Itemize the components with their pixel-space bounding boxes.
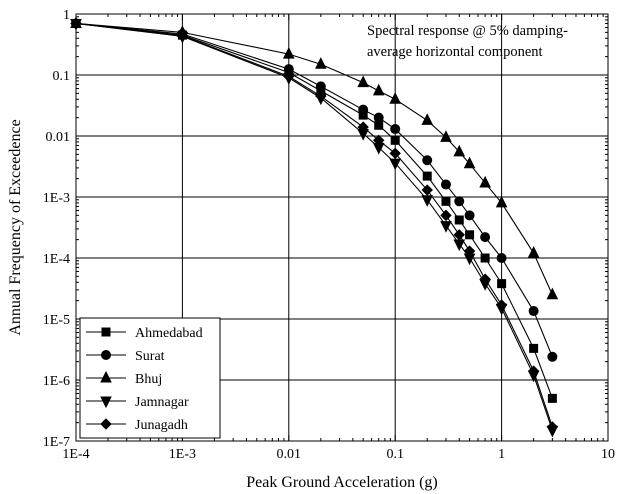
data-point-bhuj bbox=[463, 156, 476, 169]
data-point-junagadh bbox=[479, 273, 491, 285]
legend-marker-surat bbox=[101, 350, 111, 360]
data-point-ahmedabad bbox=[480, 253, 490, 263]
data-point-ahmedabad bbox=[454, 215, 464, 225]
x-tick-label: 0.1 bbox=[386, 447, 404, 462]
legend-label-bhuj: Bhuj bbox=[135, 372, 162, 387]
x-tick-label: 10 bbox=[601, 447, 615, 462]
data-point-jamnagar bbox=[440, 221, 452, 233]
legend-item-surat: Surat bbox=[86, 349, 165, 364]
data-point-bhuj bbox=[421, 113, 434, 125]
y-tick-label: 1E-4 bbox=[43, 252, 70, 267]
legend-label-junagadh: Junagadh bbox=[135, 418, 188, 433]
annotation: Spectral response @ 5% damping- average … bbox=[367, 23, 568, 60]
series-group bbox=[70, 16, 559, 438]
plot-frame bbox=[75, 13, 609, 442]
data-point-bhuj bbox=[546, 287, 559, 300]
y-tick-label: 1 bbox=[63, 8, 70, 23]
data-point-junagadh bbox=[357, 121, 369, 133]
data-point-bhuj bbox=[372, 83, 385, 96]
x-tick-label: 0.01 bbox=[277, 447, 302, 462]
legend-label-jamnagar: Jamnagar bbox=[135, 395, 189, 410]
legend-label-ahmedabad: Ahmedabad bbox=[135, 326, 203, 341]
y-tick-label: 1E-6 bbox=[43, 374, 70, 389]
data-point-surat bbox=[373, 112, 384, 123]
legend-item-junagadh: Junagadh bbox=[86, 418, 188, 433]
data-point-jamnagar bbox=[421, 195, 434, 207]
data-point-junagadh bbox=[373, 134, 385, 147]
data-point-junagadh bbox=[176, 30, 189, 42]
x-tick-label: 1E-3 bbox=[169, 447, 196, 462]
x-tick-label: 1E-4 bbox=[62, 447, 89, 462]
y-tick-label: 1E-5 bbox=[43, 313, 70, 328]
y-axis-label: Annual Frequency of Exceedence bbox=[7, 119, 24, 335]
legend-marker-bhuj bbox=[100, 370, 112, 383]
data-point-junagadh bbox=[440, 209, 452, 222]
data-point-junagadh bbox=[453, 229, 465, 241]
data-point-junagadh bbox=[283, 70, 295, 83]
legend-item-bhuj: Bhuj bbox=[86, 370, 162, 387]
data-point-bhuj bbox=[315, 57, 327, 69]
data-point-ahmedabad bbox=[465, 230, 475, 240]
data-point-bhuj bbox=[357, 75, 369, 88]
data-point-surat bbox=[528, 306, 539, 317]
data-point-surat bbox=[358, 104, 369, 115]
y-tick-label: 1E-7 bbox=[43, 435, 70, 450]
y-tick-label: 0.01 bbox=[46, 130, 71, 145]
y-tick-label: 0.1 bbox=[53, 69, 71, 84]
data-point-junagadh bbox=[315, 90, 327, 102]
tick-labels: 1E-4 1E-3 0.01 0.1 1 10 1E-7 1E-6 1E-5 1E-4 1E-3 0.… bbox=[43, 8, 615, 462]
data-point-surat bbox=[390, 124, 401, 135]
legend-label-surat: Surat bbox=[135, 349, 165, 364]
legend-marker-jamnagar bbox=[100, 396, 112, 409]
data-point-junagadh bbox=[527, 365, 540, 377]
data-point-ahmedabad bbox=[422, 171, 432, 181]
x-tick-label: 1 bbox=[498, 447, 505, 462]
legend-item-jamnagar: Jamnagar bbox=[86, 395, 189, 410]
data-point-bhuj bbox=[389, 92, 402, 104]
data-point-junagadh bbox=[389, 147, 401, 160]
annotation-line-1: Spectral response @ 5% damping- bbox=[367, 23, 568, 39]
data-point-surat bbox=[547, 351, 558, 362]
data-point-ahmedabad bbox=[547, 393, 557, 403]
data-point-junagadh bbox=[546, 421, 559, 433]
y-tick-label: 1E-3 bbox=[43, 191, 70, 206]
legend-marker-ahmedabad bbox=[101, 327, 111, 337]
data-point-ahmedabad bbox=[390, 135, 400, 145]
data-point-bhuj bbox=[495, 195, 508, 208]
legend: Ahmedabad Surat Bhuj Jamnagar Junagadh bbox=[79, 317, 221, 439]
data-point-ahmedabad bbox=[441, 196, 451, 206]
legend-marker-junagadh bbox=[100, 418, 112, 430]
series-line-surat bbox=[75, 22, 553, 358]
data-point-ahmedabad bbox=[529, 343, 539, 353]
series-junagadh bbox=[70, 17, 559, 433]
data-point-bhuj bbox=[440, 130, 452, 142]
data-point-bhuj bbox=[453, 144, 466, 157]
data-point-surat bbox=[422, 155, 433, 166]
data-point-surat bbox=[454, 196, 465, 207]
data-point-bhuj bbox=[282, 46, 295, 59]
data-point-surat bbox=[496, 253, 507, 263]
legend-item-ahmedabad: Ahmedabad bbox=[86, 326, 203, 341]
data-point-surat bbox=[440, 179, 451, 190]
data-point-surat bbox=[480, 232, 491, 243]
data-point-ahmedabad bbox=[497, 279, 507, 289]
data-point-junagadh bbox=[495, 299, 508, 311]
data-point-jamnagar bbox=[389, 158, 402, 171]
data-point-junagadh bbox=[70, 17, 82, 30]
data-point-surat bbox=[315, 81, 326, 92]
data-point-surat bbox=[464, 210, 475, 221]
x-axis-label: Peak Ground Acceleration (g) bbox=[246, 474, 437, 491]
axis-ticks bbox=[75, 14, 608, 442]
data-point-bhuj bbox=[527, 246, 540, 258]
annotation-line-2: average horizontal component bbox=[367, 44, 543, 60]
data-point-junagadh bbox=[463, 245, 476, 257]
data-point-junagadh bbox=[421, 184, 433, 196]
data-point-bhuj bbox=[479, 175, 491, 188]
series-surat bbox=[71, 18, 558, 362]
